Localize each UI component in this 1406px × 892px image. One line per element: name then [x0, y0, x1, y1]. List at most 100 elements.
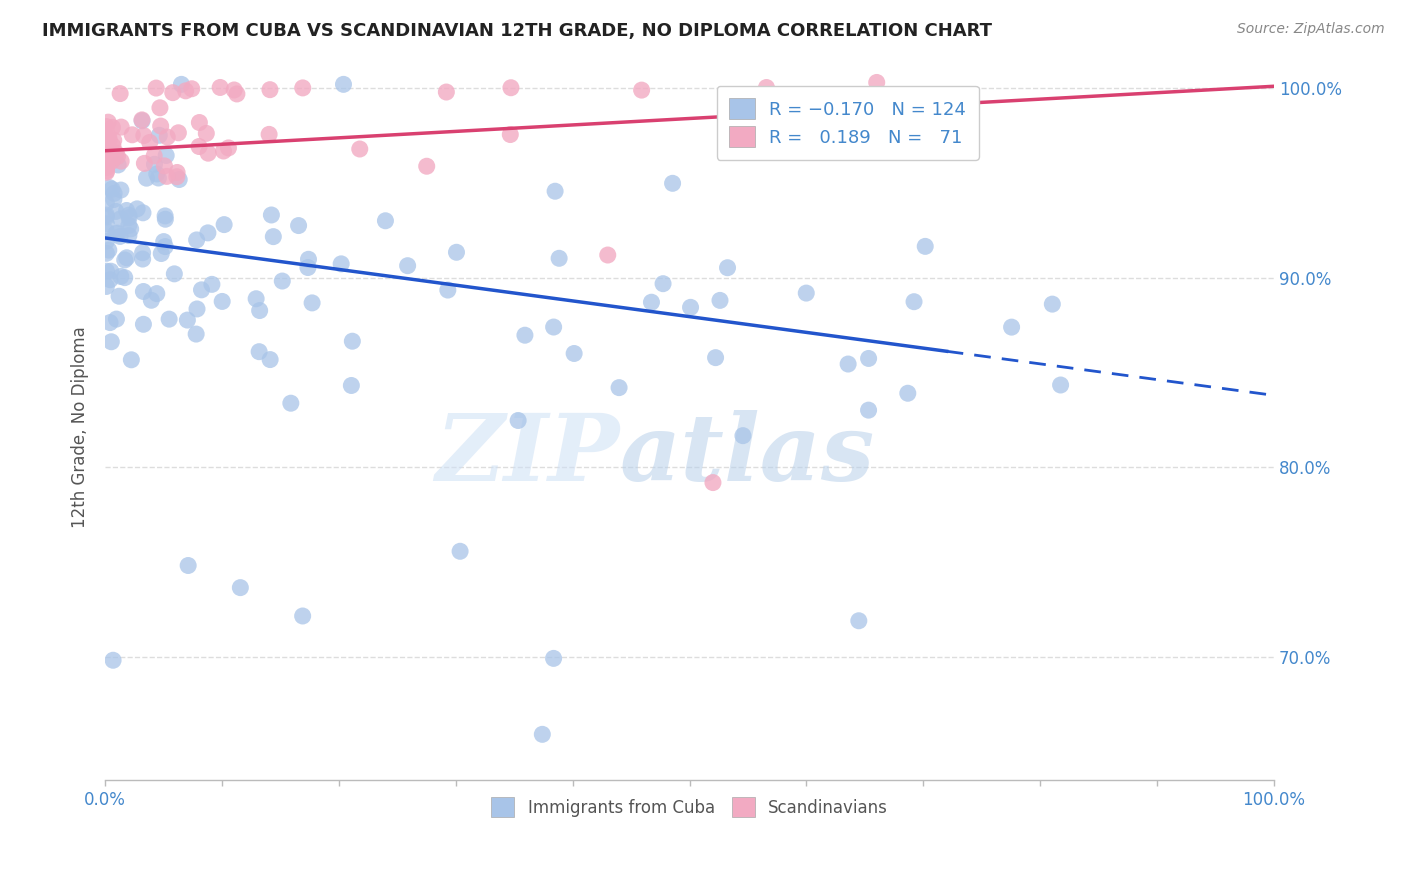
Point [808, 98, 831, 112]
Point [132, 318, 155, 332]
Point [176, 313, 198, 327]
Point [166, 169, 188, 184]
Point [166, 165, 188, 179]
Point [153, 239, 176, 253]
Point [97, 130, 120, 145]
Point [180, 81, 202, 95]
Point [188, 115, 211, 129]
Point [96, 156, 118, 170]
Point [866, 75, 889, 89]
Point [349, 142, 371, 156]
Point [163, 267, 186, 281]
Point [104, 227, 127, 241]
Point [449, 544, 471, 558]
Point [548, 252, 571, 266]
Point [543, 651, 565, 665]
Point [96, 164, 118, 178]
Point [103, 186, 125, 201]
Point [156, 130, 179, 145]
Point [96, 150, 118, 164]
Point [131, 245, 153, 260]
Point [110, 269, 132, 284]
Point [859, 113, 882, 128]
Point [716, 260, 738, 275]
Point [96, 208, 118, 222]
Point [201, 277, 224, 292]
Point [499, 80, 522, 95]
Point [211, 294, 233, 309]
Point [291, 81, 314, 95]
Point [513, 328, 536, 343]
Point [499, 128, 522, 142]
Point [101, 139, 124, 153]
Point [96, 264, 118, 278]
Point [110, 183, 132, 197]
Point [858, 351, 880, 366]
Point [98, 180, 121, 194]
Point [858, 403, 880, 417]
Text: ZIP: ZIP [436, 410, 620, 500]
Point [224, 83, 246, 97]
Point [245, 292, 267, 306]
Point [1000, 320, 1022, 334]
Point [96, 165, 118, 179]
Point [148, 171, 170, 186]
Point [287, 219, 309, 233]
Point [145, 81, 167, 95]
Point [342, 334, 364, 349]
Point [103, 133, 125, 147]
Point [96, 120, 118, 134]
Text: atlas: atlas [620, 410, 875, 500]
Point [229, 581, 252, 595]
Point [167, 126, 190, 140]
Point [108, 87, 131, 101]
Point [212, 144, 235, 158]
Point [101, 154, 124, 169]
Point [704, 351, 727, 365]
Point [96, 155, 118, 169]
Point [157, 312, 180, 326]
Point [114, 270, 136, 285]
Point [107, 149, 129, 163]
Point [96, 224, 118, 238]
Point [1040, 297, 1063, 311]
Point [108, 229, 131, 244]
Point [167, 172, 190, 186]
Point [96, 196, 118, 211]
Point [149, 119, 172, 133]
Point [127, 202, 149, 216]
Point [115, 203, 138, 218]
Point [837, 357, 859, 371]
Point [195, 127, 218, 141]
Point [145, 286, 167, 301]
Point [174, 84, 197, 98]
Point [153, 209, 176, 223]
Point [170, 78, 193, 92]
Point [297, 252, 319, 267]
Point [301, 296, 323, 310]
Point [138, 136, 160, 150]
Point [96, 148, 118, 162]
Point [396, 259, 419, 273]
Point [330, 257, 353, 271]
Point [755, 80, 778, 95]
Point [152, 235, 174, 249]
Point [107, 158, 129, 172]
Point [508, 413, 530, 427]
Point [100, 147, 122, 161]
Point [135, 171, 157, 186]
Point [145, 167, 167, 181]
Point [134, 156, 156, 170]
Y-axis label: 12th Grade, No Diploma: 12th Grade, No Diploma [72, 326, 89, 527]
Point [374, 213, 396, 227]
Point [186, 301, 208, 316]
Point [105, 312, 128, 326]
Point [100, 334, 122, 349]
Point [188, 139, 211, 153]
Point [1049, 378, 1071, 392]
Point [120, 222, 142, 236]
Point [96, 279, 118, 293]
Point [98, 273, 121, 287]
Point [260, 208, 283, 222]
Point [544, 184, 567, 198]
